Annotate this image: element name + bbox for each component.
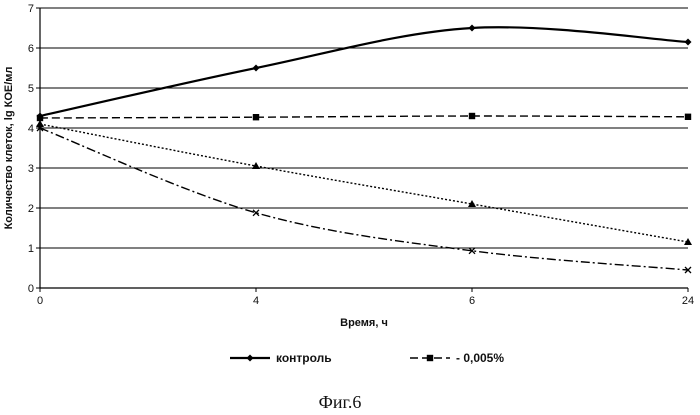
data-point-square bbox=[469, 113, 475, 119]
legend: контроль - 0,005% bbox=[230, 351, 504, 365]
figure-caption: Фиг.6 bbox=[319, 392, 362, 412]
y-tick-label: 4 bbox=[28, 123, 34, 135]
series-line bbox=[40, 27, 688, 116]
y-tick-label: 5 bbox=[28, 83, 34, 95]
x-tick-label: 6 bbox=[469, 295, 475, 307]
data-point-square bbox=[253, 114, 259, 120]
y-tick-label: 7 bbox=[28, 3, 34, 15]
data-point-square bbox=[685, 114, 691, 120]
series-line bbox=[40, 124, 688, 242]
y-tick-label: 2 bbox=[28, 203, 34, 215]
x-axis-label: Время, ч bbox=[340, 317, 388, 329]
series-1 bbox=[37, 25, 692, 120]
y-axis-label: Количество клеток, lg КОЕ/мл bbox=[3, 67, 15, 230]
legend-label: - 0,005% bbox=[456, 351, 504, 365]
data-point-square bbox=[427, 355, 433, 361]
series-4 bbox=[37, 125, 691, 273]
series-group bbox=[36, 25, 692, 274]
data-point-diamond bbox=[253, 65, 260, 72]
y-tick-label: 1 bbox=[28, 243, 34, 255]
data-point-diamond bbox=[469, 25, 476, 32]
series-3 bbox=[36, 120, 692, 245]
y-tick-labels: 0 1 2 3 4 5 6 7 bbox=[28, 3, 40, 295]
data-point-triangle bbox=[684, 238, 692, 245]
legend-item: контроль bbox=[230, 351, 332, 365]
series-line bbox=[40, 116, 688, 118]
y-tick-label: 3 bbox=[28, 163, 34, 175]
x-tick-labels: 0 4 6 24 bbox=[37, 288, 694, 307]
data-point-diamond bbox=[685, 39, 692, 46]
data-point-diamond bbox=[247, 355, 254, 362]
legend-item: - 0,005% bbox=[410, 351, 504, 365]
x-tick-label: 0 bbox=[37, 295, 43, 307]
legend-label: контроль bbox=[276, 351, 332, 365]
x-tick-label: 24 bbox=[682, 295, 694, 307]
y-tick-label: 0 bbox=[28, 283, 34, 295]
series-2 bbox=[37, 113, 691, 121]
x-tick-label: 4 bbox=[253, 295, 259, 307]
y-tick-label: 6 bbox=[28, 43, 34, 55]
series-line bbox=[40, 128, 688, 270]
